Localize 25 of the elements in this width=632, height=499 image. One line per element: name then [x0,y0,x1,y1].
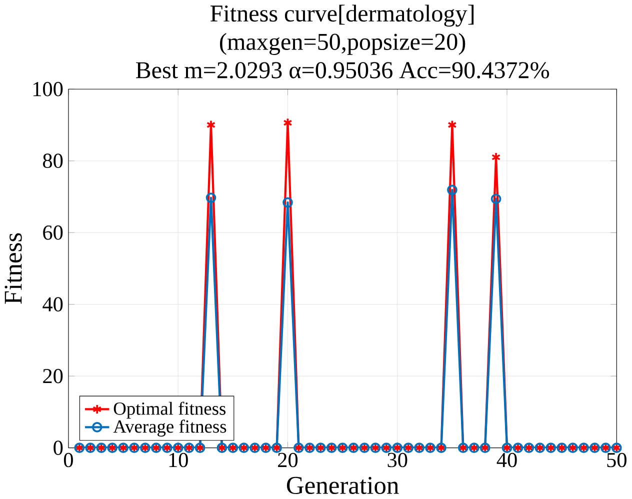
x-tick-label: 10 [169,452,188,468]
y-tick-label: 0 [54,440,63,456]
y-tick-label: 40 [42,297,63,312]
y-tick-label: 60 [43,226,63,240]
point [283,118,292,128]
x-tick-label: 50 [607,452,626,468]
x-tick-label: 0 [64,452,73,468]
point [448,120,457,130]
x-tick-label: 30 [388,452,408,468]
x-axis-title: Generation [286,477,399,494]
x-tick-label: 40 [496,452,517,468]
point [206,192,216,204]
y-axis-title: Fitness [4,233,22,304]
point [282,197,293,208]
legend-label: Optimal fitness [114,402,226,419]
chart-subtitle: (maxgen=50,popsize=20) [220,33,466,56]
point [447,184,458,196]
y-tick-label: 20 [43,369,63,384]
chart-title: Fitness curve[dermatology] [210,4,474,27]
y-tick-label: 80 [43,154,63,168]
y-tick-label: 100 [33,82,63,96]
legend-label: Average fitness [113,420,226,437]
text: Best m=2.0293 α=0.95036 Acc=90.4372% [136,62,550,79]
point [490,194,502,204]
x-tick-label: 20 [278,452,298,468]
